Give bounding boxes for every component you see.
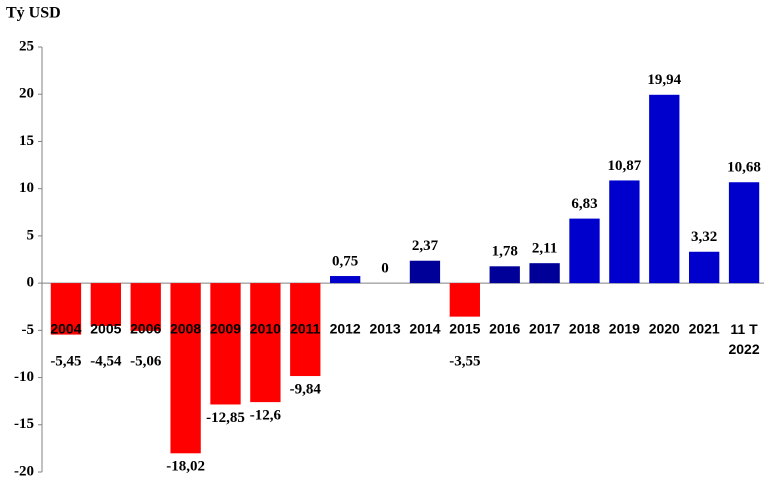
bar: [250, 283, 281, 403]
y-tick-label: 0: [27, 275, 35, 291]
bar: [290, 283, 321, 377]
x-tick-label: 2016: [489, 321, 520, 337]
value-label: 0,75: [332, 253, 358, 269]
x-tick-label: 2020: [649, 321, 680, 337]
bar: [689, 251, 720, 284]
bar: [609, 180, 640, 284]
x-tick-label: 2015: [449, 321, 480, 337]
value-label: 10,87: [608, 158, 642, 174]
x-tick-label: 2010: [250, 321, 281, 337]
y-tick-label: 10: [19, 180, 34, 196]
x-tick-label: 2006: [130, 321, 161, 337]
bar: [130, 283, 161, 331]
y-tick-label: 20: [19, 86, 34, 102]
value-label: -3,55: [449, 353, 480, 369]
value-label: 2,11: [532, 241, 557, 257]
x-tick-label: 2008: [170, 321, 201, 337]
bar: [649, 94, 680, 284]
bar: [529, 263, 560, 284]
bar: [409, 260, 441, 284]
bar: [170, 283, 201, 454]
value-label: -5,45: [50, 353, 81, 369]
y-tick-label: 25: [19, 38, 34, 54]
x-tick-label: 2009: [210, 321, 241, 337]
value-label: -4,54: [90, 353, 122, 369]
y-tick-label: -20: [14, 463, 34, 479]
value-label: 3,32: [691, 229, 717, 245]
value-label: -12,85: [206, 410, 245, 426]
x-tick-label: 2011: [290, 321, 321, 337]
bar: [330, 276, 361, 284]
value-label: 1,78: [492, 244, 518, 260]
value-label: 2,37: [412, 238, 439, 254]
x-tick-label: 2017: [529, 321, 560, 337]
value-label: -5,06: [130, 353, 162, 369]
bar: [489, 266, 520, 284]
chart-title: Tỷ USD: [6, 5, 61, 22]
y-tick-label: 15: [19, 133, 34, 149]
bar: [449, 283, 480, 317]
x-tick-label: 2005: [90, 321, 121, 337]
y-tick-label: -10: [14, 369, 34, 385]
value-label: -9,84: [290, 381, 322, 397]
y-tick-label: -15: [14, 416, 34, 432]
value-label: -12,6: [250, 408, 282, 424]
bar: [210, 283, 241, 405]
x-tick-label: 2014: [409, 321, 440, 337]
y-tick-label: 5: [27, 227, 35, 243]
x-tick-label: 2021: [689, 321, 720, 337]
bar: [90, 283, 121, 326]
x-tick-label: 2013: [369, 321, 400, 337]
value-label: 0: [381, 261, 389, 277]
bar: [569, 218, 600, 284]
x-tick-label: 11 T 2022: [728, 321, 759, 357]
value-label: 6,83: [571, 196, 597, 212]
x-tick-label: 2012: [330, 321, 361, 337]
value-label: -18,02: [166, 459, 205, 475]
x-tick-label: 2004: [50, 321, 81, 337]
bar: [728, 182, 760, 284]
bar: [50, 283, 82, 335]
value-label: 10,68: [727, 160, 761, 176]
y-tick-label: -5: [22, 322, 35, 338]
value-label: 19,94: [647, 72, 681, 88]
x-tick-label: 2019: [609, 321, 640, 337]
x-tick-label: 2018: [569, 321, 600, 337]
